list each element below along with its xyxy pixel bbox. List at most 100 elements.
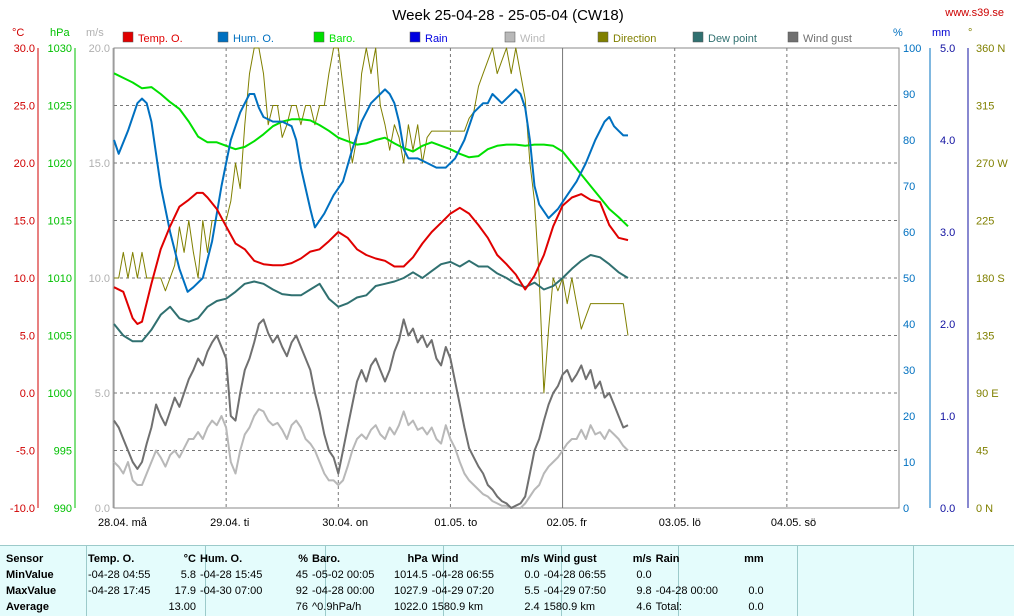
stats-cell-time: -04-28 06:55 xyxy=(431,569,495,581)
legend-label: Temp. O. xyxy=(138,33,183,45)
wind-tick-label: 10.0 xyxy=(89,273,110,285)
stats-cell-value: 1027.9 xyxy=(394,585,428,597)
temp-tick-label: 30.0 xyxy=(14,43,35,55)
stats-header: Wind xyxy=(431,553,459,565)
stats-cell-time: -04-29 07:20 xyxy=(431,585,495,597)
day-label: 01.05. to xyxy=(434,517,477,529)
day-label: 03.05. lö xyxy=(659,517,701,529)
stats-header-unit: m/s xyxy=(520,553,540,565)
stats-header-unit: hPa xyxy=(407,553,428,565)
temp-tick-label: -5.0 xyxy=(16,446,35,458)
stats-row-label: MaxValue xyxy=(6,585,57,597)
day-label: 04.05. sö xyxy=(771,517,816,529)
stats-cell-value: 9.8 xyxy=(636,585,652,597)
legend-swatch xyxy=(217,31,229,43)
stats-cell-value: 1022.0 xyxy=(394,601,428,613)
stats-header: Baro. xyxy=(312,553,341,565)
dir-tick-label: 135 xyxy=(976,331,994,343)
stats-cell-value: 1014.5 xyxy=(394,569,428,581)
stats-cell-value: 5.8 xyxy=(180,569,196,581)
dir-tick-label: 180 S xyxy=(976,273,1005,285)
dir-tick-label: 225 xyxy=(976,216,994,228)
legend-swatch xyxy=(409,31,421,43)
dir-tick-label: 315 xyxy=(976,101,994,113)
stats-cell-time: -04-30 07:00 xyxy=(200,585,263,597)
stats-header: Temp. O. xyxy=(88,553,135,565)
statistics-table: Sensor Temp. O. °C Hum. O.% Baro. hPa Wind m/s W… xyxy=(4,551,766,615)
baro-tick-label: 1025 xyxy=(48,101,72,113)
stats-cell-time: Total: xyxy=(655,601,682,613)
hum-tick-label: 40 xyxy=(903,319,915,331)
stats-row-label: Average xyxy=(6,601,50,613)
rain-tick-label: 3.0 xyxy=(940,227,955,239)
stats-header-unit: mm xyxy=(744,553,764,565)
chart-title: Week 25-04-28 - 25-05-04 (CW18) xyxy=(392,7,624,24)
dir-tick-label: 360 N xyxy=(976,43,1005,55)
rain-tick-label: 2.0 xyxy=(940,319,955,331)
rain-unit: mm xyxy=(932,27,950,39)
legend-swatch xyxy=(692,31,704,43)
wind-tick-label: 20.0 xyxy=(89,43,110,55)
baro-tick-label: 1000 xyxy=(48,388,72,400)
temp-tick-label: -10.0 xyxy=(10,503,35,515)
hum-tick-label: 60 xyxy=(903,227,915,239)
stats-row: MaxValue -04-28 17:45 17.9 -04-30 07:00 92 -0… xyxy=(4,583,766,599)
stats-header-unit: m/s xyxy=(632,553,652,565)
temp-tick-label: 25.0 xyxy=(14,101,35,113)
legend-label: Hum. O. xyxy=(233,33,274,45)
stats-cell-time xyxy=(86,599,166,615)
temp-tick-label: 10.0 xyxy=(14,273,35,285)
stats-cell-time xyxy=(198,599,278,615)
dir-unit: ° xyxy=(968,27,972,39)
rain-tick-label: 4.0 xyxy=(940,135,955,147)
stats-cell-time: -04-28 17:45 xyxy=(88,585,151,597)
temp-tick-label: 5.0 xyxy=(20,331,35,343)
day-label: 02.05. fr xyxy=(547,517,588,529)
stats-cell-value: 0.0 xyxy=(748,601,764,613)
legend-label: Direction xyxy=(613,33,656,45)
temp-tick-label: 20.0 xyxy=(14,158,35,170)
stats-cell-time: -04-28 04:55 xyxy=(88,569,151,581)
stats-cell-value: 0.0 xyxy=(524,569,540,581)
temp-tick-label: 0.0 xyxy=(20,388,35,400)
baro-tick-label: 1020 xyxy=(48,158,72,170)
stats-header-row: Sensor Temp. O. °C Hum. O.% Baro. hPa Wind m/s W… xyxy=(4,551,766,567)
hum-tick-label: 100 xyxy=(903,43,921,55)
stats-cell-value: 5.5 xyxy=(524,585,540,597)
series-baro-line xyxy=(113,72,629,228)
baro-tick-label: 1005 xyxy=(48,331,72,343)
site-url: www.s39.se xyxy=(944,7,1004,19)
stats-cell-time: 1580.9 km xyxy=(543,601,596,613)
dir-tick-label: 90 E xyxy=(976,388,999,400)
stats-cell-time: -05-02 00:05 xyxy=(312,569,375,581)
legend-swatch xyxy=(313,31,325,43)
stats-cell-value: 4.6 xyxy=(636,601,652,613)
hum-unit: % xyxy=(893,27,903,39)
stats-row: MinValue -04-28 04:55 5.8 -04-28 15:45 45 -05… xyxy=(4,567,766,583)
stats-cell-value: 0.0 xyxy=(636,569,652,581)
legend-label: Dew point xyxy=(708,33,757,45)
day-label: 28.04. må xyxy=(98,517,148,529)
baro-unit: hPa xyxy=(50,27,70,39)
legend-swatch xyxy=(122,31,134,43)
wind-tick-label: 5.0 xyxy=(95,388,110,400)
stats-cell-time: -04-28 00:00 xyxy=(655,585,719,597)
rain-tick-label: 0.0 xyxy=(940,503,955,515)
baro-tick-label: 990 xyxy=(54,503,72,515)
stats-cell-time xyxy=(654,567,736,583)
stats-cell-time: 1580.9 km xyxy=(431,601,484,613)
legend-swatch xyxy=(504,31,516,43)
series-wind-gust-line xyxy=(113,318,629,509)
stats-cell-value: 17.9 xyxy=(174,585,196,597)
temp-tick-label: 15.0 xyxy=(14,216,35,228)
hum-tick-label: 50 xyxy=(903,273,915,285)
stats-row-label: MinValue xyxy=(6,569,54,581)
wind-tick-label: 15.0 xyxy=(89,158,110,170)
hum-tick-label: 10 xyxy=(903,457,915,469)
legend-swatch xyxy=(597,31,609,43)
day-label: 29.04. ti xyxy=(210,517,249,529)
baro-tick-label: 1030 xyxy=(48,43,72,55)
legend-label: Rain xyxy=(425,33,448,45)
stats-cell-value: 2.4 xyxy=(524,601,540,613)
hum-tick-label: 20 xyxy=(903,411,915,423)
